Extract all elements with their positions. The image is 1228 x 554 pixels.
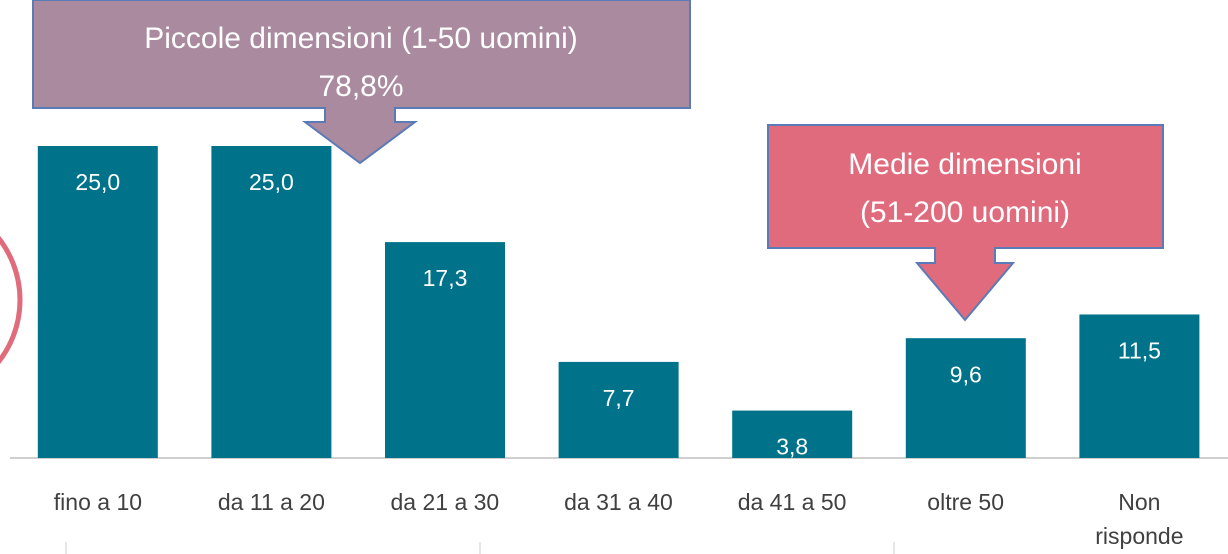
x-tick-label: da 31 a 40 <box>564 489 673 515</box>
x-tick-label: da 41 a 50 <box>737 489 847 515</box>
x-tick-label: da 11 a 20 <box>217 489 325 515</box>
bar <box>385 242 505 458</box>
bar <box>37 146 158 458</box>
x-tick-label: Non risponde <box>1095 489 1184 549</box>
callout-small <box>32 0 691 165</box>
annotation: Medie dimensioni <box>848 148 1081 181</box>
bar <box>732 410 853 458</box>
bar <box>558 361 679 458</box>
value-label: 9,6 <box>950 361 982 387</box>
value-label: 17,3 <box>423 265 468 291</box>
x-tick-label: da 21 a 30 <box>390 489 500 515</box>
callout-medium <box>767 124 1164 322</box>
value-label: 11,5 <box>1118 338 1161 364</box>
bar <box>1079 314 1200 458</box>
value-label: 25,0 <box>75 169 120 195</box>
bar <box>211 146 332 458</box>
value-label: 3,8 <box>776 434 808 460</box>
decor-circle <box>0 235 23 365</box>
value-label: 25,0 <box>249 169 294 195</box>
x-tick-label: oltre 50 <box>927 489 1005 515</box>
value-label: 7,7 <box>603 385 635 411</box>
bar <box>905 338 1026 458</box>
x-tick-label: fino a 10 <box>53 489 143 515</box>
annotation: (51-200 uomini) <box>860 196 1070 229</box>
annotation: Piccole dimensioni (1-50 uomini) <box>144 22 578 55</box>
annotation: 78,8% <box>318 70 403 103</box>
